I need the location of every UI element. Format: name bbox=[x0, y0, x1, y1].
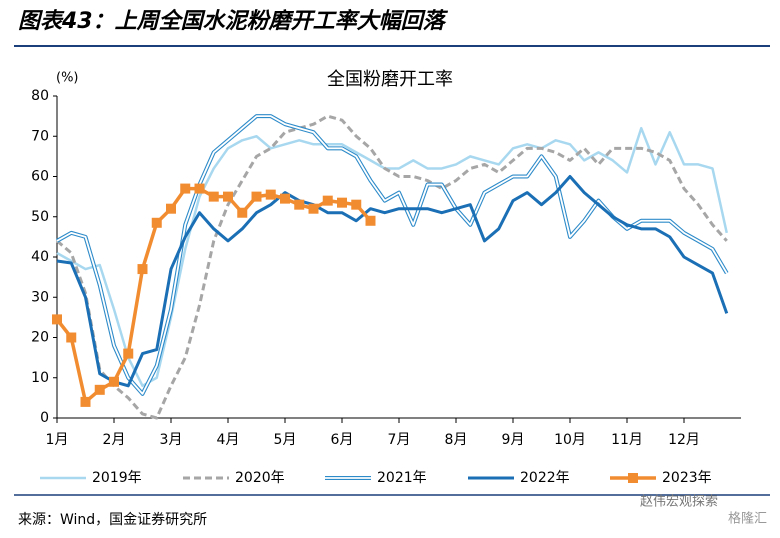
series-marker bbox=[337, 197, 347, 208]
y-tick-label: 60 bbox=[31, 169, 49, 185]
series-marker bbox=[94, 384, 105, 395]
plot: 0 10 20 30 40 50 60 70 80 1月 2月 3月 4月 5月 6月 7月 8月 9月 10月 11… bbox=[31, 88, 741, 486]
legend-label: 2021年 bbox=[377, 470, 427, 486]
series-marker bbox=[52, 314, 62, 325]
x-tick-label: 8月 bbox=[445, 432, 468, 448]
legend-label: 2020年 bbox=[235, 470, 285, 486]
y-tick-label: 10 bbox=[31, 370, 49, 386]
source: 来源：Wind，国金证券研究所 bbox=[18, 512, 207, 528]
series-line bbox=[56, 175, 729, 388]
legend-label: 2022年 bbox=[520, 470, 570, 486]
y-tick-label: 20 bbox=[31, 330, 49, 346]
x-tick-label: 9月 bbox=[502, 432, 525, 448]
series-marker bbox=[308, 203, 319, 214]
watermark: 格隆汇 bbox=[728, 511, 767, 527]
series-marker bbox=[265, 189, 276, 200]
x-tick-label: 6月 bbox=[331, 432, 354, 448]
y-tick-label: 80 bbox=[31, 88, 49, 104]
y-tick-label: 0 bbox=[40, 410, 49, 426]
y-tick-label: 70 bbox=[31, 128, 49, 144]
series-marker bbox=[166, 203, 176, 214]
x-tick-label: 2月 bbox=[103, 432, 126, 448]
series-marker bbox=[151, 217, 162, 228]
series-line bbox=[56, 114, 729, 396]
series-marker bbox=[251, 191, 262, 202]
watermark: 赵伟宏观探索 bbox=[640, 495, 718, 510]
series-marker bbox=[208, 191, 219, 202]
series-marker bbox=[294, 199, 305, 210]
series-marker bbox=[194, 183, 205, 194]
legend-label: 2019年 bbox=[92, 470, 142, 486]
x-tick-label: 12月 bbox=[668, 432, 700, 448]
y-tick-label: 40 bbox=[31, 249, 49, 265]
series-marker bbox=[137, 264, 148, 275]
chart-title: 全国粉磨开工率 bbox=[327, 69, 453, 90]
legend-marker bbox=[628, 473, 638, 483]
series-marker bbox=[180, 183, 191, 194]
legend-label: 2023年 bbox=[662, 470, 712, 486]
y-tick-label: 50 bbox=[31, 209, 49, 225]
series-marker bbox=[223, 191, 233, 202]
series-line-inner bbox=[56, 115, 728, 395]
series-marker bbox=[123, 348, 134, 359]
series-marker bbox=[80, 396, 91, 407]
series-marker bbox=[351, 199, 362, 210]
series-marker bbox=[109, 376, 119, 387]
x-tick-label: 4月 bbox=[217, 432, 240, 448]
x-tick-label: 10月 bbox=[554, 432, 586, 448]
series-marker bbox=[365, 215, 376, 226]
y-unit: (%) bbox=[56, 71, 79, 86]
series-marker bbox=[66, 332, 77, 343]
series-marker bbox=[237, 207, 248, 218]
x-tick-label: 11月 bbox=[611, 432, 643, 448]
x-tick-label: 1月 bbox=[46, 432, 69, 448]
series-line bbox=[56, 126, 728, 388]
y-tick-label: 30 bbox=[31, 289, 49, 305]
x-tick-label: 7月 bbox=[388, 432, 411, 448]
series-marker bbox=[280, 193, 290, 204]
series-marker bbox=[322, 195, 333, 206]
series-line bbox=[56, 114, 728, 420]
x-tick-label: 5月 bbox=[274, 432, 297, 448]
figure-title: 图表43：上周全国水泥粉磨开工率大幅回落 bbox=[18, 8, 449, 34]
x-tick-label: 3月 bbox=[160, 432, 183, 448]
